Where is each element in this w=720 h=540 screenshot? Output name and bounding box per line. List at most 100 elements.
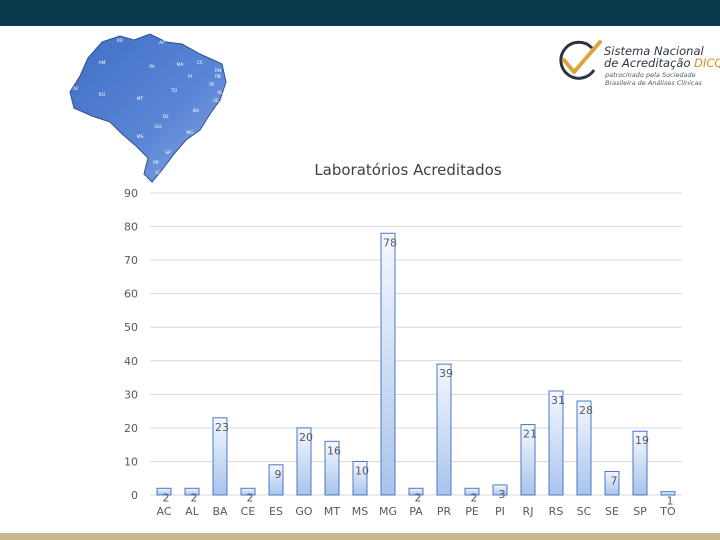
checkmark-logo-icon	[559, 40, 602, 80]
map-state-label: AM	[99, 60, 106, 66]
bar-pr	[436, 363, 452, 496]
map-state-label: PB	[215, 74, 221, 80]
logo-line-2-accent: DICQ	[694, 56, 720, 70]
data-label: 9	[275, 468, 282, 481]
map-state-label: PR	[153, 160, 159, 166]
x-tick-label: MG	[379, 505, 397, 518]
bar-pa	[408, 487, 424, 496]
logo-sponsor: patrocinado pela Sociedade Brasileira de …	[605, 71, 702, 87]
x-tick-label: PE	[465, 505, 479, 518]
logo-line-1: Sistema Nacional	[604, 44, 704, 58]
y-tick-label: 60	[124, 288, 138, 301]
y-tick-label: 50	[124, 321, 138, 334]
map-state-label: MS	[137, 134, 144, 140]
top-bar	[0, 0, 720, 26]
map-state-label: ES	[203, 138, 209, 144]
x-tick-label: MS	[352, 505, 368, 518]
y-tick-label: 70	[124, 254, 138, 267]
x-tick-label: PI	[495, 505, 505, 518]
x-tick-label: GO	[295, 505, 313, 518]
map-state-label: PA	[149, 64, 155, 70]
bar-se	[604, 471, 620, 496]
x-tick-label: RJ	[523, 505, 534, 518]
x-tick-label: CE	[241, 505, 256, 518]
data-label: 19	[635, 434, 649, 447]
data-label: 3	[499, 488, 506, 501]
bar-pi	[492, 484, 508, 496]
map-state-label: RR	[117, 38, 123, 44]
map-state-label: SP	[165, 150, 171, 156]
x-tick-label: SC	[577, 505, 592, 518]
map-state-label: RO	[99, 92, 106, 98]
data-label: 7	[611, 475, 618, 488]
data-label: 2	[471, 491, 478, 504]
bar-to	[660, 491, 676, 496]
logo-line-3: patrocinado pela Sociedade	[605, 71, 696, 79]
map-state-label: AL	[217, 90, 223, 96]
x-tick-label: BA	[212, 505, 228, 518]
map-state-label: RN	[215, 68, 222, 74]
x-tick-label: SE	[605, 505, 619, 518]
bar-pe	[464, 487, 480, 496]
logo-line-2-main: de Acreditação	[604, 56, 691, 70]
data-label: 78	[383, 236, 397, 249]
map-state-label: MT	[137, 96, 144, 102]
x-tick-label: AC	[156, 505, 171, 518]
logo-line-2: de Acreditação DICQ	[604, 56, 720, 70]
y-tick-label: 10	[124, 455, 138, 468]
map-state-label: RJ	[194, 152, 198, 158]
map-state-label: AP	[159, 40, 165, 46]
x-tick-label: AL	[185, 505, 200, 518]
bottom-bar	[0, 533, 720, 540]
x-tick-label: PR	[437, 505, 452, 518]
x-tick-label: SP	[633, 505, 647, 518]
data-label: 39	[439, 367, 453, 380]
map-state-label: TO	[170, 88, 178, 94]
x-tick-label: ES	[269, 505, 283, 518]
data-label: 23	[215, 421, 229, 434]
bar-es	[268, 464, 284, 496]
bar-rs	[548, 390, 564, 496]
map-state-label: SE	[213, 98, 219, 104]
map-state-label: AC	[73, 86, 79, 92]
bar-sc	[576, 400, 592, 496]
logo-line-4: Brasileira de Análises Clínicas	[605, 79, 702, 87]
x-tick-label: PA	[409, 505, 423, 518]
data-label: 2	[191, 491, 198, 504]
chart-title: Laboratórios Acreditados	[314, 161, 502, 179]
map-state-label: BA	[193, 108, 200, 114]
bar-al	[184, 487, 200, 496]
bar-ba	[212, 417, 228, 496]
bar-rj	[520, 424, 536, 496]
bar-mt	[324, 440, 340, 496]
y-tick-label: 80	[124, 221, 138, 234]
data-label: 2	[163, 491, 170, 504]
y-tick-label: 40	[124, 355, 138, 368]
data-label: 21	[523, 428, 537, 441]
map-state-label: PE	[209, 82, 215, 88]
bar-mg	[380, 232, 396, 496]
map-state-label: CE	[197, 60, 203, 66]
x-tick-label: RS	[549, 505, 564, 518]
x-tick-label: MT	[324, 505, 340, 518]
x-tick-label: TO	[659, 505, 676, 518]
bar-ms	[352, 460, 368, 496]
y-tick-label: 20	[124, 422, 138, 435]
map-state-label: MG	[186, 130, 194, 136]
data-label: 2	[415, 491, 422, 504]
data-label: 28	[579, 404, 593, 417]
data-label: 20	[299, 431, 313, 444]
map-state-label: RS	[141, 176, 147, 182]
data-label: 10	[355, 464, 369, 477]
data-label: 1	[667, 495, 674, 508]
logo: Sistema Nacional de Acreditação DICQ pat…	[552, 34, 720, 94]
bar-ce	[240, 487, 256, 496]
data-label: 16	[327, 444, 341, 457]
y-tick-label: 90	[124, 187, 138, 200]
map-state-label: GO	[154, 124, 161, 130]
data-label: 31	[551, 394, 565, 407]
bar-ac	[156, 487, 172, 496]
bar-go	[296, 427, 312, 496]
